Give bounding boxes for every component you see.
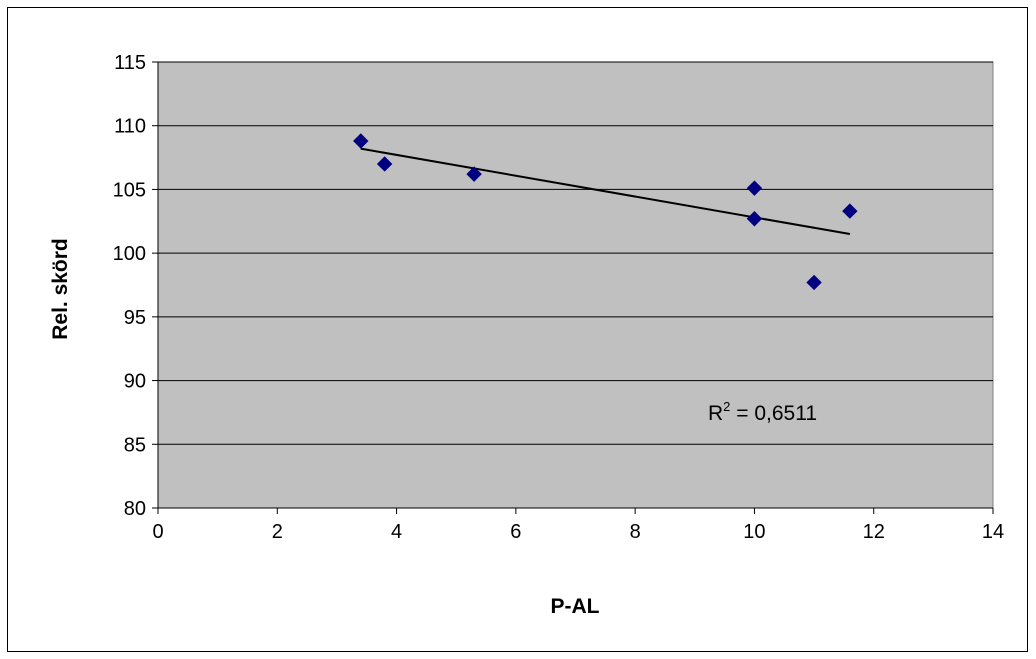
x-axis-title: P-AL — [551, 595, 600, 618]
y-axis-title: Rel. skörd — [49, 238, 72, 340]
y-axis-ticks: 80 85 90 95 100 105 110 115 — [113, 52, 158, 520]
r-squared-value: = 0,6511 — [730, 402, 817, 425]
x-tick-label-10: 10 — [743, 521, 765, 543]
x-axis-ticks: 0 2 4 6 8 10 12 14 — [152, 508, 1004, 543]
data-point-3 — [466, 166, 482, 182]
r-squared-annotation: R2 = 0,6511 — [708, 399, 817, 425]
y-tick-label-90: 90 — [124, 371, 146, 393]
x-tick-label-4: 4 — [391, 521, 402, 543]
data-points — [353, 133, 858, 291]
plot-area — [157, 61, 994, 509]
x-tick-label-14: 14 — [982, 521, 1004, 543]
data-point-1 — [353, 133, 369, 149]
trendline — [360, 147, 851, 236]
data-point-5 — [746, 211, 763, 227]
y-tick-label-110: 110 — [114, 116, 146, 138]
x-tick-label-0: 0 — [152, 521, 163, 543]
x-tick-label-6: 6 — [510, 521, 521, 543]
x-tick-label-2: 2 — [272, 521, 283, 543]
y-tick-label-95: 95 — [124, 307, 146, 329]
x-tick-label-8: 8 — [630, 521, 641, 543]
y-tick-label-115: 115 — [114, 52, 146, 74]
x-tick-label-12: 12 — [863, 521, 885, 543]
data-point-6 — [806, 274, 822, 291]
axes — [157, 62, 993, 509]
y-tick-label-85: 85 — [124, 434, 146, 456]
data-point-2 — [376, 156, 393, 172]
grid-lines — [158, 61, 993, 445]
data-point-7 — [842, 203, 858, 219]
y-tick-label-80: 80 — [124, 498, 146, 520]
r-squared-prefix: R — [708, 402, 723, 425]
y-tick-label-105: 105 — [113, 179, 146, 201]
r-squared-superscript: 2 — [723, 399, 730, 414]
y-tick-label-100: 100 — [113, 243, 146, 265]
data-point-4 — [746, 180, 763, 196]
